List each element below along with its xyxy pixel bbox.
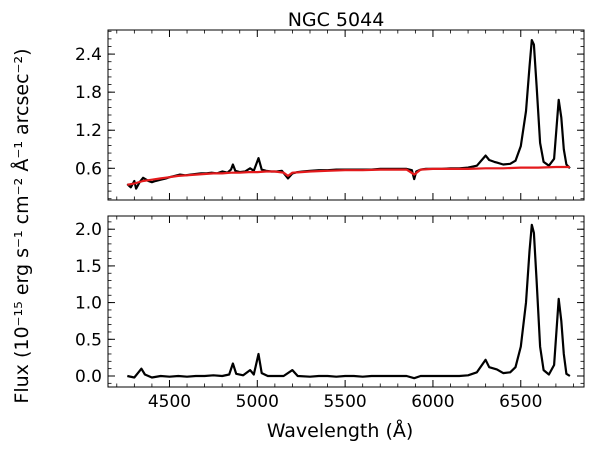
x-tick-label: 5500 bbox=[323, 392, 366, 412]
panel-1-series-line-1 bbox=[126, 39, 571, 190]
panel-2-y-tick-label: 1.0 bbox=[75, 294, 102, 314]
panel-1-y-tick-label: 2.4 bbox=[75, 45, 102, 65]
panel-2-y-tick-label: 0.5 bbox=[75, 330, 102, 350]
panel-1-y-tick-label: 1.8 bbox=[75, 83, 102, 103]
panel-2-series-line-1 bbox=[127, 223, 571, 380]
x-axis-label: Wavelength (Å) bbox=[267, 419, 414, 442]
panel-1-y-tick-label: 1.2 bbox=[75, 121, 102, 141]
x-tick-label: 6000 bbox=[411, 392, 454, 412]
panel-2-y-tick-label: 2.0 bbox=[75, 220, 102, 240]
panel-1: 0.6 1.2 1.8 2.4 bbox=[75, 29, 585, 201]
chart-title: NGC 5044 bbox=[288, 9, 385, 31]
y-axis-label: Flux (10⁻¹⁵ erg s⁻¹ cm⁻² Å⁻¹ arcsec⁻²) bbox=[10, 48, 33, 403]
panel-1-y-tick-label: 0.6 bbox=[75, 159, 102, 179]
panel-2-y-tick-label: 1.5 bbox=[75, 257, 102, 277]
panel-2-y-tick-label: 0.0 bbox=[75, 367, 102, 387]
x-tick-label: 5000 bbox=[236, 392, 279, 412]
panel-1-series-line-2 bbox=[127, 165, 570, 186]
panel-2: 0.0 0.5 1.0 1.5 2.0 4500 5000 5500 6000 6500 bbox=[75, 215, 585, 412]
panel-2-frame bbox=[107, 215, 585, 388]
x-tick-label: 4500 bbox=[148, 392, 191, 412]
x-tick-label: 6500 bbox=[499, 392, 542, 412]
